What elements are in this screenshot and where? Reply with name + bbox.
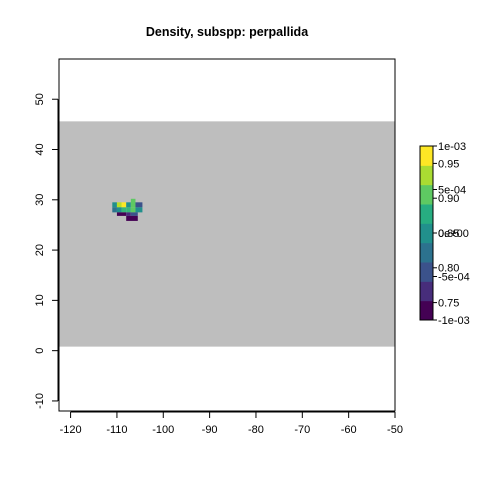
legend-label: 1e-03 bbox=[438, 141, 466, 153]
heatmap-cell bbox=[112, 202, 117, 208]
legend-swatch bbox=[420, 146, 433, 166]
legend-swatch bbox=[420, 300, 433, 321]
heatmap-cell bbox=[130, 207, 136, 213]
legend-swatch bbox=[420, 262, 433, 282]
legend-label: 0.75 bbox=[438, 297, 459, 309]
x-tick-label: -50 bbox=[387, 424, 403, 436]
x-tick-label: -80 bbox=[248, 424, 264, 436]
legend-swatch bbox=[420, 223, 433, 244]
x-tick-label: -110 bbox=[106, 424, 127, 436]
x-tick-label: -100 bbox=[152, 424, 174, 436]
heatmap-cell bbox=[135, 202, 143, 208]
x-tick-label: -60 bbox=[341, 424, 357, 436]
heatmap-cell bbox=[135, 207, 143, 213]
background-band bbox=[59, 121, 395, 347]
legend-swatch bbox=[420, 242, 433, 263]
heatmap-cell bbox=[126, 207, 131, 213]
heatmap-cell bbox=[116, 207, 122, 213]
chart-title: Density, subspp: perpallida bbox=[146, 25, 309, 39]
legend-swatch bbox=[420, 204, 433, 224]
legend-label: 0e+00 bbox=[438, 228, 469, 240]
y-tick-label: 20 bbox=[34, 244, 46, 256]
legend-swatch bbox=[420, 184, 433, 205]
heatmap-cell bbox=[126, 212, 131, 216]
heatmap-cell bbox=[121, 202, 127, 208]
heatmap-cell bbox=[116, 202, 122, 208]
heatmap-cell bbox=[130, 198, 136, 208]
legend-label: -1e-03 bbox=[438, 315, 470, 327]
y-tick-label: 0 bbox=[34, 348, 46, 354]
legend-label: 0.85 bbox=[438, 228, 459, 240]
heatmap-cell bbox=[121, 207, 127, 213]
legend-label: -5e-04 bbox=[438, 271, 470, 283]
plot-frame bbox=[58, 58, 396, 412]
heatmap-cell bbox=[130, 212, 138, 216]
legend-label: 5e-04 bbox=[438, 184, 466, 196]
y-tick-label: 40 bbox=[34, 143, 46, 155]
x-tick-label: -90 bbox=[202, 424, 218, 436]
x-tick-label: -70 bbox=[294, 424, 310, 436]
legend-label: 0.80 bbox=[438, 263, 459, 275]
heatmap-cell bbox=[126, 215, 138, 221]
legend-swatch bbox=[420, 281, 433, 302]
heatmap-cell bbox=[116, 212, 127, 216]
y-tick-label: 30 bbox=[34, 194, 46, 206]
legend-label: 0.90 bbox=[438, 193, 459, 205]
heatmap-cell bbox=[112, 207, 117, 213]
x-tick-label: -120 bbox=[60, 424, 82, 436]
color-legend: 1e-03 5e-04 0e+00 -5e-04 -1e-03 0.95 0.90 0.85 0… bbox=[419, 141, 470, 327]
heatmap-cell bbox=[126, 202, 131, 208]
legend-swatch bbox=[420, 165, 433, 186]
y-tick-label: -10 bbox=[34, 393, 46, 409]
legend-label: 0.95 bbox=[438, 158, 459, 170]
y-tick-label: 10 bbox=[34, 294, 46, 306]
y-tick-label: 50 bbox=[34, 93, 46, 105]
